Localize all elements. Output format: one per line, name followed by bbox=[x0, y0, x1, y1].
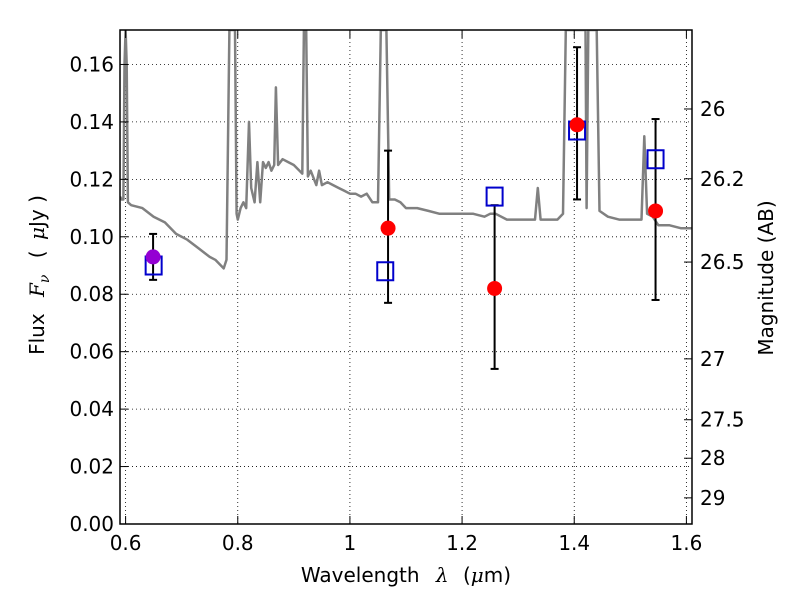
right-tick-label: 27.5 bbox=[700, 408, 745, 432]
right-tick-label: 27 bbox=[700, 347, 725, 371]
x-tick-label: 1.6 bbox=[670, 531, 702, 555]
right-tick-label: 26.5 bbox=[700, 250, 745, 274]
x-axis-label-prefix: Wavelength bbox=[301, 563, 420, 587]
y-axis-label-subscript: ν bbox=[37, 274, 53, 283]
x-tick-label: 1 bbox=[344, 531, 357, 555]
grid bbox=[120, 30, 692, 525]
y-axis-label-unit-mu: μ bbox=[25, 227, 49, 240]
model-spectrum-line bbox=[120, 30, 692, 270]
right-tick-label: 29 bbox=[700, 486, 725, 510]
x-axis-label-unit-open: ( bbox=[463, 563, 471, 587]
y-tick-label: 0.06 bbox=[69, 340, 114, 364]
x-tick-label: 1.2 bbox=[446, 531, 478, 555]
tick-layer: 0.6 0.8 1 1.2 1.4 1.6 0.00 0.02 0.04 0.06 0.08 0.10… bbox=[69, 30, 745, 555]
y-tick-label: 0.10 bbox=[69, 225, 114, 249]
x-tick-label: 1.4 bbox=[558, 531, 590, 555]
x-axis-label-symbol: λ bbox=[435, 563, 449, 587]
observed-point bbox=[648, 203, 664, 219]
model-box-marker bbox=[376, 261, 395, 282]
observed-point bbox=[145, 249, 161, 265]
x-axis-label-unit-mu: μ bbox=[471, 563, 484, 587]
y-tick-label: 0.02 bbox=[69, 455, 114, 479]
right-tick-label: 26.2 bbox=[700, 167, 745, 191]
model-box-marker bbox=[646, 149, 665, 170]
x-axis-label-unit-rest: m) bbox=[484, 563, 511, 587]
x-tick-label: 0.8 bbox=[222, 531, 254, 555]
y-tick-label: 0.00 bbox=[69, 512, 114, 536]
y-tick-label: 0.04 bbox=[69, 397, 114, 421]
y-tick-label: 0.08 bbox=[69, 282, 114, 306]
observed-point bbox=[569, 117, 585, 133]
y-axis-label-symbol: F bbox=[25, 282, 49, 298]
right-axis-label: Magnitude (AB) bbox=[754, 200, 778, 355]
y-axis-label-unit-open: ( bbox=[25, 250, 49, 258]
y-axis-label-prefix: Flux bbox=[25, 313, 49, 355]
y-tick-label: 0.16 bbox=[69, 52, 114, 76]
y-axis-label: Flux Fν ( μJy ) bbox=[25, 195, 54, 355]
plot-frame bbox=[119, 29, 693, 525]
model-spectrum-layer bbox=[120, 30, 692, 270]
right-tick-label: 26 bbox=[700, 97, 725, 121]
observed-point bbox=[380, 220, 396, 236]
y-tick-label: 0.12 bbox=[69, 167, 114, 191]
observed-point bbox=[487, 280, 503, 296]
y-tick-label: 0.14 bbox=[69, 110, 114, 134]
model-box-marker bbox=[485, 186, 504, 207]
x-tick-label: 0.6 bbox=[110, 531, 142, 555]
right-tick-label: 28 bbox=[700, 446, 725, 470]
x-axis-label: Wavelength λ (μm) bbox=[301, 563, 511, 587]
observed-point-layer bbox=[145, 117, 664, 296]
y-axis-label-unit-rest: Jy ) bbox=[25, 195, 49, 229]
